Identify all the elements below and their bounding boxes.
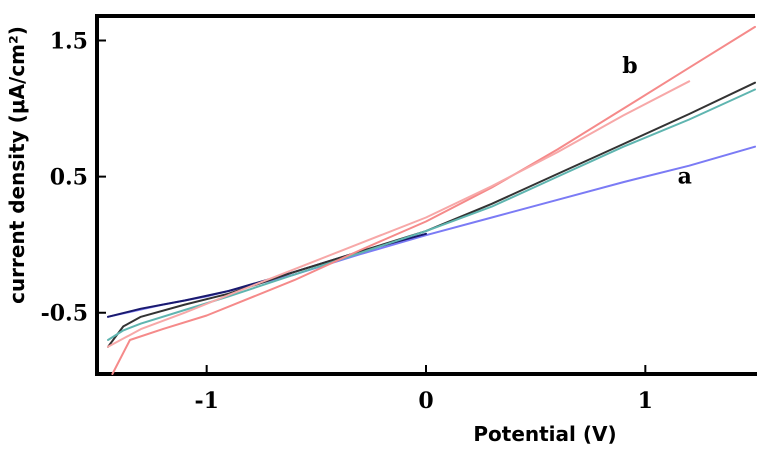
series-layer <box>107 25 756 375</box>
plot-frame <box>95 14 757 376</box>
series-line-6 <box>107 80 691 348</box>
x-tick-label: 0 <box>418 388 433 414</box>
series-line-5 <box>111 25 756 375</box>
y-tick-label: 0.5 <box>50 165 88 191</box>
y-tick-label: 1.5 <box>50 29 88 55</box>
y-axis-title: current density (μA/cm²) <box>5 26 29 304</box>
series-line-4 <box>107 88 756 341</box>
x-tick-label: 1 <box>638 388 653 414</box>
curve-label-a: a <box>678 163 692 189</box>
annotations-layer: ab <box>622 53 692 189</box>
x-axis-title: Potential (V) <box>473 422 616 446</box>
curve-label-b: b <box>622 53 637 79</box>
series-line-1 <box>107 145 756 318</box>
ticks-layer: -1 0 1 -0.5 0.5 1.5 <box>41 29 653 414</box>
y-tick-label: -0.5 <box>41 301 88 327</box>
series-line-3 <box>107 81 756 348</box>
x-tick-label: -1 <box>194 388 218 414</box>
